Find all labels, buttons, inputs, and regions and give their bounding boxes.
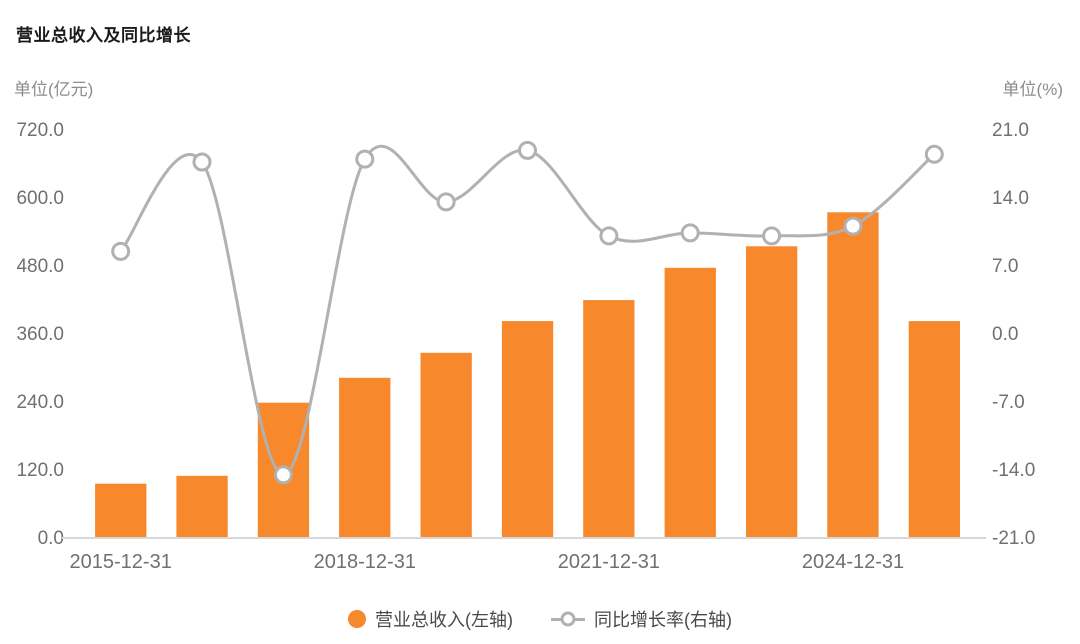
revenue-bar[interactable] <box>95 483 147 537</box>
growth-marker[interactable] <box>599 226 619 246</box>
left-axis-tick-label: 720.0 <box>16 120 64 141</box>
x-axis-tick-label: 2024-12-31 <box>802 551 904 573</box>
right-axis-tick-label: -21.0 <box>992 528 1035 549</box>
line-legend-label: 同比增长率(右轴) <box>594 610 732 630</box>
right-axis-tick-label: -14.0 <box>992 460 1035 481</box>
left-axis-tick-label: 600.0 <box>16 188 64 209</box>
left-axis-tick-label: 120.0 <box>16 460 64 481</box>
growth-marker[interactable] <box>843 216 863 236</box>
growth-marker[interactable] <box>436 192 456 212</box>
revenue-bar[interactable] <box>501 321 554 537</box>
x-axis-tick-label: 2015-12-31 <box>70 551 172 573</box>
x-axis-tick-label: 2021-12-31 <box>558 551 660 573</box>
right-axis-unit-label: 单位(%) <box>1002 80 1063 99</box>
legend-item-growth[interactable]: 同比增长率(右轴) <box>551 606 732 632</box>
bar-legend-label: 营业总收入(左轴) <box>375 610 513 630</box>
left-axis-tick-label: 240.0 <box>16 392 64 413</box>
right-axis-tick-label: -7.0 <box>992 392 1025 413</box>
right-axis-tick-label: 14.0 <box>992 188 1029 209</box>
revenue-bar[interactable] <box>420 352 472 537</box>
revenue-bar[interactable] <box>176 475 228 537</box>
growth-marker[interactable] <box>924 144 944 164</box>
growth-marker[interactable] <box>762 226 782 246</box>
line-legend-marker-icon <box>551 610 585 628</box>
line-legend-ring-icon <box>560 611 576 627</box>
revenue-bar[interactable] <box>664 267 716 537</box>
chart-title: 营业总收入及同比增长 <box>16 26 191 45</box>
revenue-bar[interactable] <box>908 321 960 537</box>
revenue-bar[interactable] <box>746 246 798 538</box>
right-axis-tick-label: 0.0 <box>992 324 1018 345</box>
revenue-bar[interactable] <box>827 212 879 538</box>
left-axis-tick-label: 360.0 <box>16 324 64 345</box>
growth-marker[interactable] <box>680 223 700 243</box>
revenue-bar[interactable] <box>583 300 635 537</box>
growth-marker[interactable] <box>273 465 293 485</box>
x-axis-tick-label: 2018-12-31 <box>314 551 416 573</box>
growth-marker[interactable] <box>355 149 375 169</box>
revenue-bar[interactable] <box>339 377 391 537</box>
left-axis-unit-label: 单位(亿元) <box>14 80 94 99</box>
bar-legend-marker-icon <box>348 610 366 628</box>
growth-marker[interactable] <box>192 152 212 172</box>
chart-legend: 营业总收入(左轴) 同比增长率(右轴) <box>0 606 1080 632</box>
left-axis-tick-label: 480.0 <box>16 256 64 277</box>
growth-marker[interactable] <box>518 140 537 160</box>
legend-item-revenue[interactable]: 营业总收入(左轴) <box>348 606 513 632</box>
left-axis-tick-label: 0.0 <box>38 528 64 549</box>
right-axis-tick-label: 7.0 <box>992 256 1018 277</box>
right-axis-tick-label: 21.0 <box>992 120 1029 141</box>
growth-marker[interactable] <box>111 241 131 261</box>
